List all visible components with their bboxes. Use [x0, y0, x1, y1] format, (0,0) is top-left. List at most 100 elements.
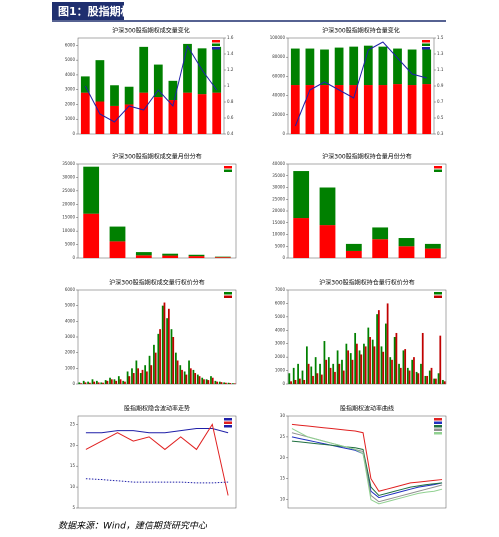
bar — [93, 381, 96, 384]
bar-segment — [183, 43, 192, 93]
bar-segment — [95, 60, 105, 102]
bar — [233, 383, 236, 384]
bar — [398, 363, 400, 384]
bar — [181, 369, 183, 384]
bar-segment — [197, 94, 207, 134]
bar-segment — [135, 255, 152, 258]
y2-tick-label: 1 — [227, 83, 230, 88]
y-tick-label: 4000 — [65, 72, 76, 77]
bar — [84, 382, 87, 384]
bar-segment — [422, 49, 432, 85]
bar — [360, 354, 363, 384]
bar — [297, 363, 299, 384]
bar — [325, 359, 328, 384]
bar-segment — [214, 257, 231, 258]
chart-title: 沪深300股指期权持仓量行权价分布 — [319, 279, 414, 287]
plot-frame — [77, 415, 237, 509]
y-tick-label: 6000 — [65, 42, 76, 47]
y-tick-label: 2000 — [65, 350, 76, 355]
bar — [323, 341, 326, 384]
y-tick-label: 5000 — [65, 57, 76, 62]
bar-segment — [407, 49, 417, 86]
bar — [320, 374, 323, 384]
bar — [408, 370, 411, 384]
y-tick-label: 15 — [280, 476, 286, 481]
legend-swatch — [422, 43, 430, 46]
bar — [153, 344, 155, 384]
bar — [329, 367, 332, 384]
bar — [310, 366, 313, 384]
legend-swatch — [212, 40, 220, 43]
bar — [117, 376, 120, 384]
bar-segment — [378, 85, 388, 134]
header-box — [52, 2, 124, 20]
bar — [88, 382, 91, 384]
bar — [154, 352, 157, 384]
bar — [229, 383, 232, 384]
bar — [211, 377, 214, 384]
bar — [214, 380, 217, 384]
bar-segment — [424, 243, 441, 249]
bar — [176, 360, 179, 384]
bar — [290, 381, 292, 384]
bar-segment — [80, 92, 90, 134]
bar-segment — [319, 187, 336, 226]
bar-segment — [197, 48, 207, 95]
bar — [301, 370, 304, 384]
chart-title: 沪深300股指期权成交量行权价分布 — [109, 279, 204, 287]
bar — [189, 368, 192, 384]
bar — [358, 350, 361, 384]
bar-segment — [319, 225, 336, 258]
bar — [373, 346, 376, 384]
plot-frame — [77, 289, 237, 385]
bar — [144, 365, 147, 384]
y-tick-label: 80000 — [272, 54, 285, 59]
bar — [382, 351, 385, 384]
bar — [351, 359, 354, 384]
y-tick-label: 3000 — [275, 341, 286, 346]
bar — [218, 381, 221, 384]
bar — [327, 357, 330, 384]
bar-segment — [363, 45, 373, 86]
legend-swatch — [434, 428, 442, 431]
y-tick-label: 5000 — [65, 242, 76, 247]
bar — [216, 381, 219, 384]
bar — [395, 332, 398, 384]
bar-segment — [345, 243, 362, 251]
bar — [442, 379, 444, 384]
bar-segment — [153, 64, 163, 98]
bar — [417, 373, 420, 384]
y-tick-label: 2000 — [65, 101, 76, 106]
bar — [139, 373, 142, 384]
bar — [292, 367, 295, 384]
y-tick-label: 40000 — [272, 161, 285, 166]
bar — [298, 378, 301, 384]
bar-segment — [124, 86, 134, 105]
legend-swatch — [422, 47, 430, 50]
y-tick-label: 60000 — [272, 73, 285, 78]
bar — [384, 323, 387, 384]
y2-tick-label: 0.4 — [227, 131, 234, 136]
bar-segment — [214, 256, 231, 258]
y-tick-label: 0 — [282, 131, 285, 136]
bar — [413, 357, 415, 384]
bar — [100, 382, 103, 384]
bar-segment — [162, 253, 179, 256]
y-tick-label: 25 — [280, 434, 286, 439]
y-tick-label: 5000 — [65, 303, 76, 308]
chart-title: 股指期权波动率曲线 — [340, 405, 394, 413]
legend-swatch — [434, 418, 442, 421]
bar-segment — [393, 48, 402, 85]
bar — [159, 329, 161, 384]
legend-swatch — [212, 47, 220, 50]
bar — [421, 332, 424, 384]
bar — [109, 377, 111, 384]
bar — [399, 367, 402, 384]
bar — [336, 350, 339, 384]
bar — [135, 360, 138, 384]
bar — [371, 339, 374, 384]
y-tick-label: 15000 — [62, 215, 75, 220]
chart-title: 沪深300股指期权成交量月份分布 — [112, 153, 201, 161]
bar — [157, 333, 160, 384]
bar-segment — [110, 105, 119, 134]
